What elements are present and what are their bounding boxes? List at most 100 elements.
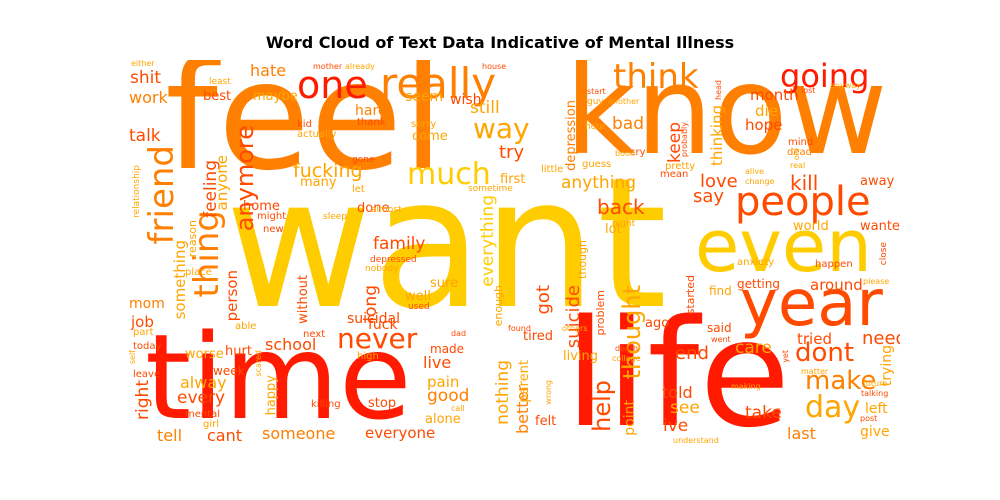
word-say: say (693, 186, 725, 207)
word-without: without (296, 275, 311, 324)
word-think: think (613, 60, 699, 97)
word-probably: probably (680, 122, 689, 158)
word-death: death (615, 344, 639, 353)
word-college: college (612, 354, 641, 363)
word-lot: lot (605, 222, 622, 237)
word-others: others (562, 324, 588, 333)
word-month: month (750, 86, 799, 104)
word-start: start (587, 87, 606, 96)
word-give: give (860, 424, 890, 440)
word-job: job (131, 313, 154, 331)
word-suicide: suicide (563, 285, 584, 349)
word-year: year (740, 267, 883, 341)
word-nobody: nobody (365, 264, 399, 274)
word-well: well (405, 289, 431, 304)
word-even: even (695, 204, 872, 288)
word-scared: scared (254, 350, 263, 377)
word-already: already (345, 62, 375, 71)
word-getting: getting (737, 277, 780, 291)
word-hard: hard (355, 103, 387, 119)
word-away: away (860, 174, 895, 189)
word-matter: matter (801, 367, 829, 376)
word-maybe: maybe (253, 89, 298, 104)
word-got: got (533, 285, 554, 315)
word-last: last (787, 424, 816, 443)
word-around: around (810, 276, 863, 294)
word-killing: killing (311, 399, 341, 410)
word-able: able (235, 321, 257, 332)
word-might: might (257, 211, 287, 222)
word-person: person (223, 270, 241, 322)
word-try: try (499, 142, 525, 163)
word-place: place (185, 267, 212, 278)
word-depression: depression (564, 100, 579, 171)
word-call: call (451, 404, 465, 413)
word-girl: girl (203, 419, 220, 430)
word-sleep: sleep (323, 212, 347, 222)
word-way: way (473, 112, 530, 145)
word-die: die (755, 102, 778, 120)
word-going: going (780, 60, 870, 95)
word-week: week (213, 364, 245, 378)
word-thank: thank (357, 117, 386, 128)
word-guy: guy (587, 97, 604, 107)
word-post: post (860, 414, 878, 423)
word-went: went (711, 335, 731, 344)
word-kid: kid (297, 119, 312, 130)
word-cloud: want feel know life time even year peopl… (125, 60, 900, 445)
word-seem: seem (405, 89, 444, 105)
word-self: self (128, 350, 137, 365)
word-anything: anything (561, 173, 636, 193)
word-want: want (225, 140, 668, 349)
word-talking: talking (861, 389, 889, 398)
word-today: today (133, 341, 162, 352)
word-know: know (565, 60, 888, 182)
word-back: back (597, 195, 645, 219)
word-understand: understand (673, 436, 719, 445)
word-love: love (700, 171, 738, 192)
word-make: make (805, 366, 877, 396)
word-sure: sure (430, 276, 459, 291)
word-alway: alway (180, 373, 227, 392)
word-come: come (412, 129, 448, 144)
word-fucking: fucking (293, 160, 363, 182)
word-thinking: thinking (708, 105, 726, 166)
word-mom: mom (129, 296, 165, 312)
word-school: school (265, 335, 317, 354)
word-change: change (745, 177, 775, 186)
word-actually: actually (297, 129, 337, 140)
word-night: night (612, 219, 636, 229)
word-mind: mind (788, 137, 814, 148)
word-alive: alive (745, 167, 765, 176)
word-good: good (427, 386, 470, 406)
word-everything: everything (478, 195, 498, 287)
word-hate: hate (250, 61, 287, 80)
word-next: next (303, 329, 326, 340)
word-relationship: relationship (132, 165, 142, 218)
word-started: started (684, 275, 697, 315)
word-wrong: wrong (544, 380, 553, 405)
word-ago: ago (645, 316, 670, 331)
word-let: let (352, 184, 365, 195)
word-wanted: wanted (860, 219, 900, 234)
word-time: time (145, 308, 412, 445)
word-world: world (793, 219, 829, 234)
word-tell: tell (157, 426, 183, 445)
word-life: life (565, 288, 791, 445)
word-felt: felt (535, 414, 557, 429)
word-happen: happen (815, 259, 853, 270)
word-right: right (133, 380, 153, 420)
word-wish: wish (450, 92, 482, 108)
word-either: either (131, 60, 155, 68)
word-bad: bad (612, 114, 644, 134)
word-anyone: anyone (213, 155, 231, 211)
word-lost: lost (801, 86, 816, 95)
word-work: work (129, 88, 168, 107)
word-anymore: anymore (231, 125, 259, 232)
word-said: said (707, 321, 732, 335)
word-ive: ive (663, 416, 689, 436)
word-really: really (380, 60, 497, 108)
word-part: part (133, 327, 154, 338)
word-thought: thought (618, 285, 646, 380)
word-help: help (588, 380, 616, 432)
